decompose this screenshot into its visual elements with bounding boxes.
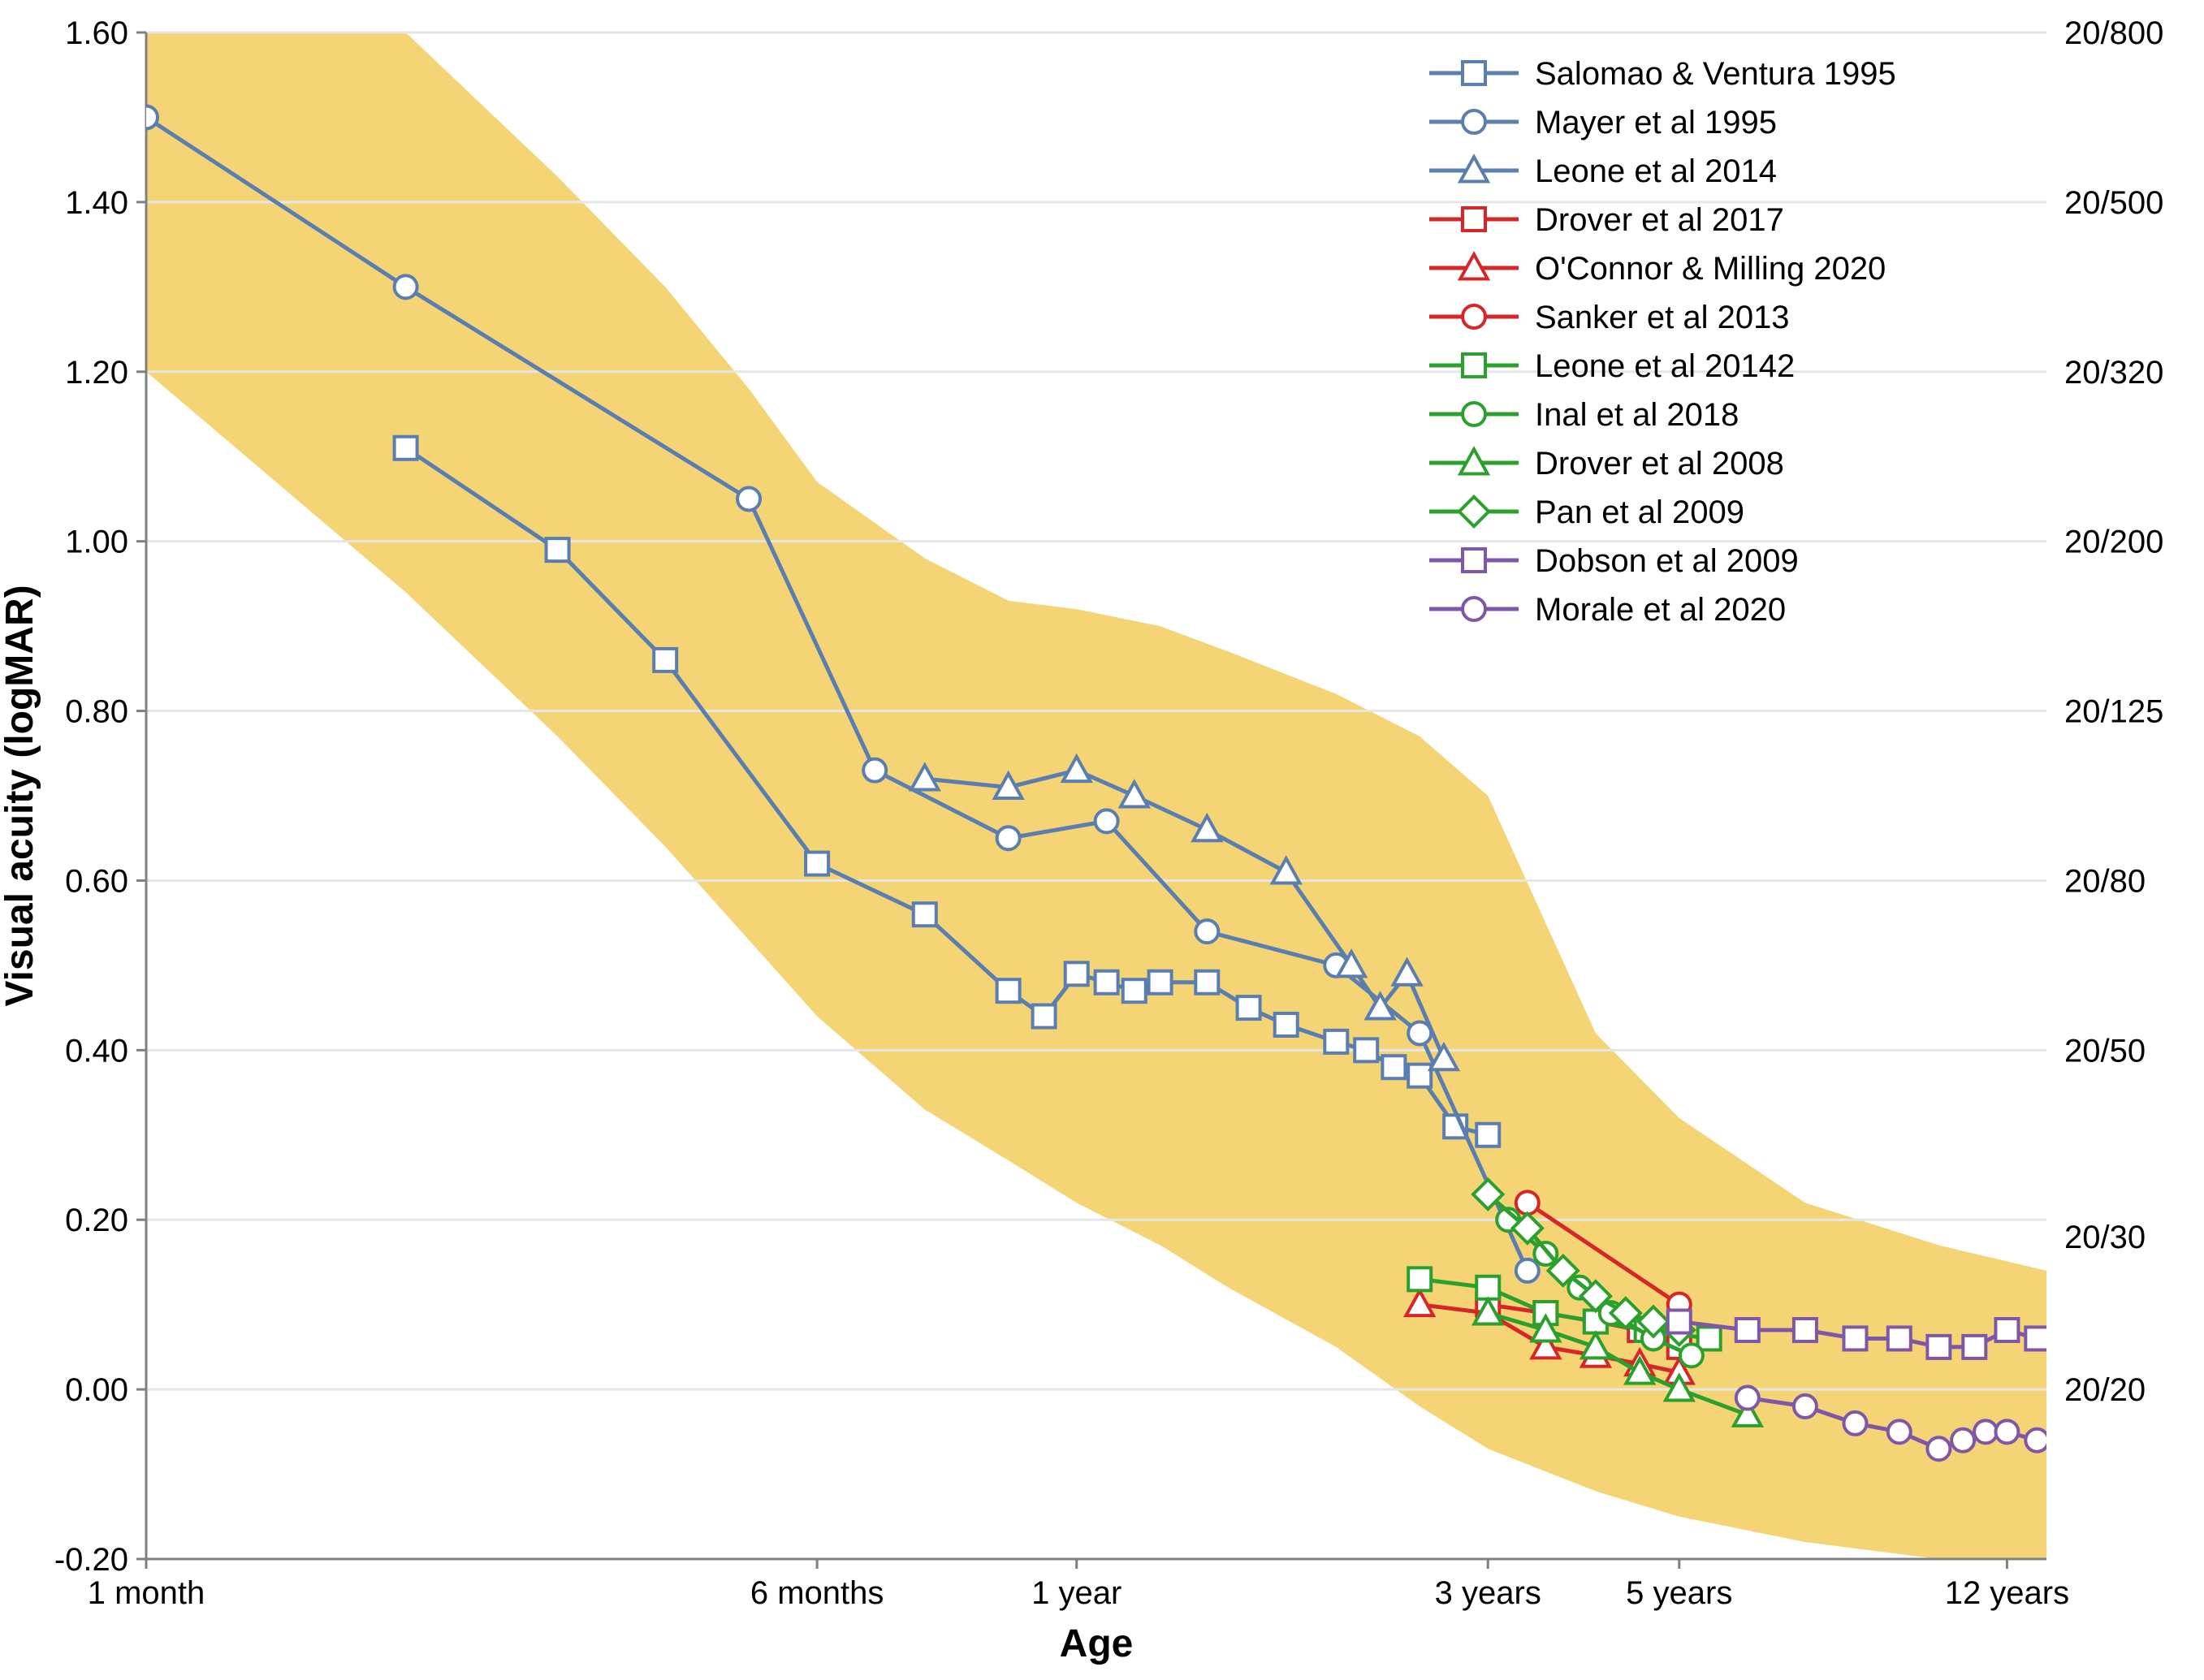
y-right-tick-label: 20/800 [2064, 15, 2163, 51]
chart-container: -0.20 0.00 0.20 0.40 0.60 0.80 1.00 1.20 1.40 1.6… [0, 0, 2204, 1680]
y-tick-label: 0.80 [65, 694, 128, 730]
series-marker [1698, 1327, 1721, 1350]
series-marker [395, 275, 417, 298]
y-tick-label: -0.20 [54, 1542, 128, 1578]
series-marker [1476, 1276, 1499, 1299]
series-marker [1325, 1030, 1347, 1053]
series-marker [1408, 1268, 1431, 1290]
y-tick-label: 0.60 [65, 863, 128, 899]
series-marker [547, 538, 569, 561]
series-marker [997, 827, 1020, 849]
series-marker [654, 649, 676, 672]
series-marker [914, 903, 936, 926]
series-marker [1927, 1437, 1950, 1460]
series-marker [1065, 962, 1088, 985]
series-marker [2025, 1327, 2048, 1350]
x-axis-title: Age [1060, 1622, 1134, 1665]
y-tick-label: 0.20 [65, 1203, 128, 1238]
series-marker [1195, 920, 1218, 943]
series-marker [1888, 1420, 1911, 1443]
series-marker [2025, 1429, 2048, 1452]
y-right-tick-label: 20/50 [2064, 1033, 2146, 1069]
y-right-tick-label: 20/500 [2064, 185, 2163, 221]
legend-label: Morale et al 2020 [1535, 592, 1786, 628]
legend-label: Sanker et al 2013 [1535, 300, 1790, 335]
series-marker [1096, 810, 1118, 832]
series-marker [1668, 1311, 1691, 1333]
series-marker [1033, 1005, 1056, 1028]
series-marker [1794, 1319, 1817, 1341]
y-right-tick-label: 20/20 [2064, 1372, 2146, 1408]
series-marker [1123, 979, 1146, 1002]
legend-label: Leone et al 2014 [1535, 153, 1777, 189]
series-marker [997, 979, 1020, 1002]
series-marker [737, 487, 760, 510]
y-tick-label: 1.20 [65, 355, 128, 391]
legend-label: O'Connor & Milling 2020 [1535, 251, 1886, 287]
series-marker [1516, 1259, 1539, 1282]
series-marker [863, 759, 886, 782]
legend-marker [1463, 110, 1485, 133]
series-marker [1195, 971, 1218, 994]
series-marker [1736, 1387, 1759, 1410]
y-axis-title: Visual acuity (logMAR) [0, 585, 41, 1006]
series-marker [1995, 1420, 2018, 1443]
legend-label: Drover et al 2008 [1535, 446, 1784, 482]
legend-label: Salomao & Ventura 1995 [1535, 56, 1896, 92]
y-right-tick-label: 20/80 [2064, 863, 2146, 899]
legend-label: Drover et al 2017 [1535, 202, 1784, 238]
legend-label: Mayer et al 1995 [1535, 105, 1777, 140]
series-marker [1974, 1420, 1997, 1443]
legend-marker [1463, 62, 1485, 84]
series-marker [1476, 1124, 1499, 1147]
series-marker [1149, 971, 1172, 994]
x-tick-label: 12 years [1945, 1575, 2069, 1611]
legend-marker [1463, 598, 1485, 620]
series-marker [395, 437, 417, 460]
legend-marker [1463, 403, 1485, 425]
visual-acuity-chart: -0.20 0.00 0.20 0.40 0.60 0.80 1.00 1.20 1.40 1.6… [0, 0, 2204, 1680]
series-marker [1096, 971, 1118, 994]
x-tick-label: 6 months [750, 1575, 884, 1611]
series-marker [1843, 1412, 1866, 1435]
legend-label: Leone et al 20142 [1535, 348, 1795, 384]
series-marker [1408, 1065, 1431, 1087]
series-marker [1680, 1344, 1703, 1367]
y-right-tick-label: 20/320 [2064, 355, 2163, 391]
series-marker [1963, 1336, 1986, 1358]
legend-label: Inal et al 2018 [1535, 397, 1739, 433]
series-marker [1951, 1429, 1974, 1452]
series-marker [1238, 996, 1260, 1019]
y-tick-label: 1.00 [65, 525, 128, 560]
x-tick-label: 5 years [1626, 1575, 1732, 1611]
series-marker [806, 853, 828, 875]
series-marker [1516, 1191, 1539, 1214]
y-right-tick-label: 20/200 [2064, 525, 2163, 560]
legend-label: Pan et al 2009 [1535, 494, 1744, 530]
series-marker [1355, 1039, 1377, 1061]
series-marker [1927, 1336, 1950, 1358]
y-tick-label: 1.40 [65, 185, 128, 221]
series-marker [1275, 1013, 1298, 1036]
series-marker [1843, 1327, 1866, 1350]
x-tick-label: 1 year [1031, 1575, 1121, 1611]
y-tick-label: 0.40 [65, 1033, 128, 1069]
x-tick-label: 1 month [88, 1575, 205, 1611]
series-marker [1888, 1327, 1911, 1350]
series-marker [1995, 1319, 2018, 1341]
x-tick-label: 3 years [1435, 1575, 1541, 1611]
series-marker [1794, 1395, 1817, 1418]
series-marker [1382, 1056, 1405, 1078]
y-right-tick-label: 20/125 [2064, 694, 2163, 730]
legend-marker [1463, 208, 1485, 231]
series-marker [1736, 1319, 1759, 1341]
legend-label: Dobson et al 2009 [1535, 543, 1799, 579]
y-tick-label: 0.00 [65, 1372, 128, 1408]
legend-marker [1463, 354, 1485, 377]
legend-marker [1463, 549, 1485, 572]
y-tick-label: 1.60 [65, 15, 128, 51]
legend-marker [1463, 305, 1485, 328]
y-right-tick-label: 20/30 [2064, 1220, 2146, 1255]
